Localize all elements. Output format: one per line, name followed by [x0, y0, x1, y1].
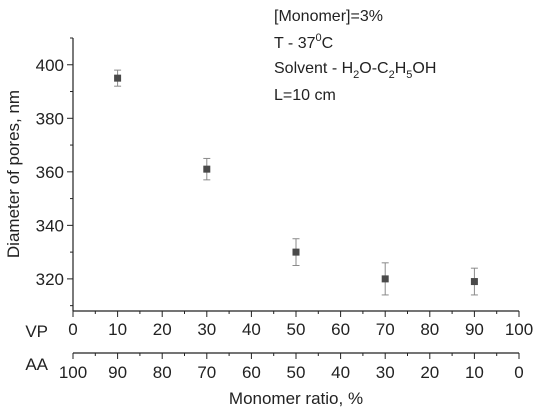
vp-tick-label: 80 — [420, 320, 439, 339]
y-axis-ticks — [67, 37, 73, 307]
annotation-temperature: T - 370C — [274, 32, 333, 52]
y-tick-label: 340 — [36, 216, 64, 235]
temp-prefix: T - 37 — [274, 35, 316, 52]
data-point — [381, 262, 389, 296]
data-point — [292, 238, 300, 266]
annotation-monomer: [Monomer]=3% — [274, 8, 383, 25]
y-tick-label: 360 — [36, 163, 64, 182]
vp-axis-tick-labels: 0 10 20 30 40 50 60 70 80 90 100 — [68, 320, 533, 339]
solvent-suffix: OH — [412, 60, 436, 77]
vp-axis-label: VP — [25, 322, 48, 341]
y-tick-label: 380 — [36, 109, 64, 128]
solvent-subscript-1: 2 — [353, 69, 359, 81]
temp-superscript: 0 — [316, 32, 322, 44]
aa-tick-label: 60 — [242, 363, 261, 382]
aa-tick-label: 10 — [465, 363, 484, 382]
data-point — [114, 69, 122, 87]
y-tick-label: 320 — [36, 270, 64, 289]
temp-suffix: C — [322, 35, 334, 52]
vp-axis-ticks — [72, 311, 520, 317]
data-point — [470, 267, 478, 296]
solvent-subscript-2: 2 — [389, 69, 395, 81]
annotation-solvent: Solvent - H2O-C2H5OH — [274, 60, 436, 81]
point-marker — [292, 248, 300, 256]
aa-tick-label: 100 — [59, 363, 87, 382]
y-axis-title: Diameter of pores, nm — [4, 90, 23, 258]
vp-tick-label: 30 — [197, 320, 216, 339]
aa-axis-tick-labels: 100 90 80 70 60 50 40 30 20 10 0 — [59, 363, 524, 382]
vp-tick-label: 70 — [376, 320, 395, 339]
vp-tick-label: 100 — [505, 320, 533, 339]
vp-tick-label: 40 — [242, 320, 261, 339]
data-series — [114, 69, 478, 296]
aa-tick-label: 0 — [514, 363, 523, 382]
aa-tick-label: 30 — [376, 363, 395, 382]
x-axis-title: Monomer ratio, % — [229, 389, 363, 408]
annotation-length: L=10 cm — [274, 87, 336, 104]
point-marker — [381, 275, 389, 283]
aa-tick-label: 50 — [287, 363, 306, 382]
vp-tick-label: 20 — [153, 320, 172, 339]
point-marker — [470, 278, 478, 286]
y-axis-tick-labels: 320 340 360 380 400 — [36, 56, 64, 289]
annotations: [Monomer]=3% T - 370C Solvent - H2O-C2H5… — [274, 8, 436, 104]
vp-tick-label: 90 — [465, 320, 484, 339]
solvent-mid-1: O-C — [359, 60, 388, 77]
point-marker — [203, 165, 211, 173]
aa-tick-label: 20 — [420, 363, 439, 382]
solvent-subscript-3: 5 — [406, 69, 412, 81]
plot-area: 320 340 360 380 400 — [36, 37, 478, 311]
solvent-prefix: Solvent - H — [274, 60, 353, 77]
aa-tick-label: 90 — [108, 363, 127, 382]
vp-tick-label: 60 — [331, 320, 350, 339]
vp-tick-label: 0 — [68, 320, 77, 339]
aa-axis-ticks — [72, 353, 520, 359]
aa-tick-label: 70 — [197, 363, 216, 382]
aa-tick-label: 80 — [153, 363, 172, 382]
aa-axis-label: AA — [25, 355, 48, 374]
point-marker — [114, 74, 122, 82]
solvent-mid-2: H — [395, 60, 407, 77]
vp-tick-label: 10 — [108, 320, 127, 339]
vp-axis: VP 0 10 20 30 40 50 60 70 80 90 100 — [25, 310, 533, 341]
aa-axis: AA 100 90 80 70 60 50 40 30 20 10 0 — [25, 352, 524, 382]
y-tick-label: 400 — [36, 56, 64, 75]
vp-tick-label: 50 — [287, 320, 306, 339]
data-point — [203, 157, 211, 181]
aa-tick-label: 40 — [331, 363, 350, 382]
